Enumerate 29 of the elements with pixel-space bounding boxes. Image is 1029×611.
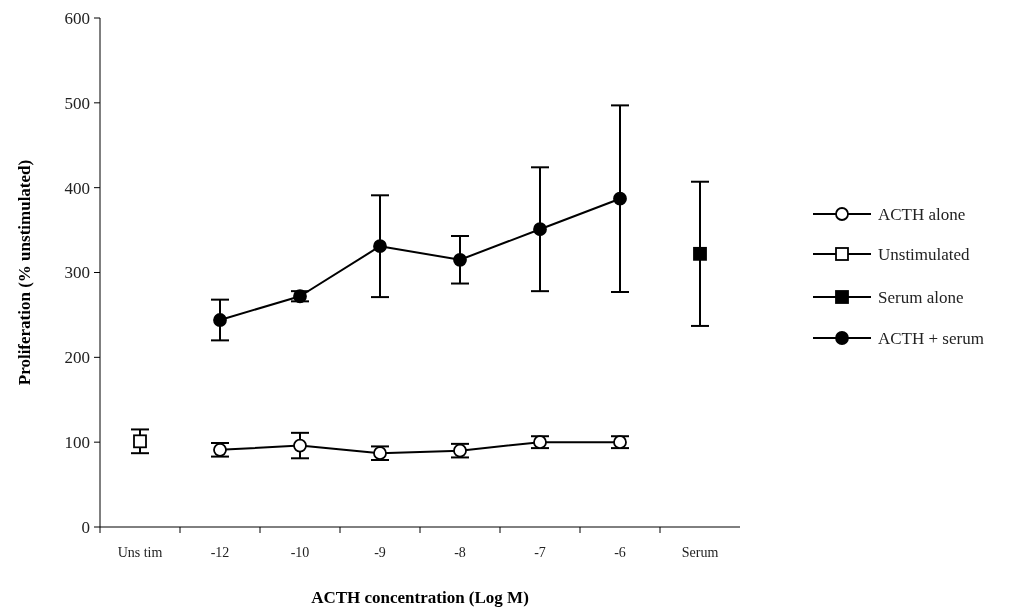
x-tick-label: -9 [374,545,386,560]
point [133,434,147,449]
y-tick-label: 100 [64,433,90,453]
point [293,438,307,453]
point [213,313,227,327]
point [693,246,707,261]
y-tick-label: 300 [64,263,90,283]
x-tick-label: Serum [681,545,719,560]
point [613,191,627,206]
point [373,239,387,254]
y-tick-label: 0 [81,517,90,537]
y-axis-title: Proliferation (% unstimulated) [15,159,34,386]
x-tick-label: -12 [210,545,230,560]
y-tick-label: 500 [64,93,90,113]
point [533,222,547,237]
y-tick-label: 200 [64,348,90,368]
y-tick-label: 400 [64,178,90,198]
legend-label: Serum alone [878,287,964,307]
x-tick-label: -10 [290,545,310,560]
x-axis-title: ACTH concentration (Log M) [311,588,529,607]
legend-label: Unstimulated [878,244,971,264]
y-tick-label: 600 [64,8,90,28]
x-tick-label: -6 [614,545,626,560]
point [453,252,467,267]
x-tick-label: Uns tim [117,545,163,560]
x-tick-label: -7 [534,545,546,560]
x-tick-label: -8 [454,545,466,560]
legend-label: ACTH + serum [878,328,984,348]
legend-label: ACTH alone [878,204,966,224]
